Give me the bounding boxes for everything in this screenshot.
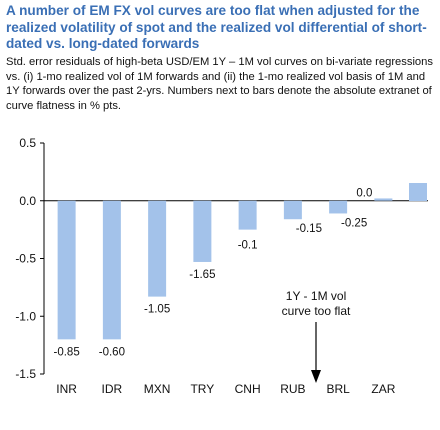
y-tick-label: -0.5 bbox=[15, 252, 36, 266]
data-labels: -0.85 -0.60 -1.05 -1.65 -0.1 -0.15 -0.25 0.0 bbox=[54, 187, 373, 358]
bar-rub bbox=[283, 200, 302, 220]
x-axis-labels: INR IDR MXN TRY CNH RUB BRL ZAR bbox=[56, 382, 395, 396]
bar-brl bbox=[329, 200, 348, 214]
chart-title: A number of EM FX vol curves are too fla… bbox=[6, 3, 427, 51]
x-tick-label: TRY bbox=[190, 382, 214, 396]
x-tick-label: BRL bbox=[326, 382, 350, 396]
bar-idr bbox=[102, 200, 121, 340]
bar-cnh bbox=[238, 200, 257, 230]
y-axis: 0.5 0.0 -0.5 -1.0 -1.5 bbox=[15, 136, 428, 381]
y-tick-label: 0.0 bbox=[19, 194, 36, 208]
chart-subtitle: Std. error residuals of high-beta USD/EM… bbox=[6, 56, 433, 112]
annotation-arrow-head bbox=[311, 370, 321, 383]
data-label: -0.25 bbox=[341, 217, 367, 229]
x-tick-label: IDR bbox=[102, 382, 123, 396]
x-tick-label: INR bbox=[56, 382, 77, 396]
flat-curve-annotation: 1Y - 1M vol curve too flat bbox=[282, 289, 351, 383]
bar-zar bbox=[374, 198, 393, 201]
x-tick-label: RUB bbox=[280, 382, 305, 396]
bars bbox=[57, 198, 393, 340]
x-tick-label: ZAR bbox=[371, 382, 395, 396]
data-label: -1.05 bbox=[144, 304, 170, 316]
annotation-line-2: curve too flat bbox=[282, 304, 351, 318]
annotation-line-1: 1Y - 1M vol bbox=[286, 289, 346, 303]
y-tick-label: -1.5 bbox=[15, 367, 36, 381]
x-tick-label: MXN bbox=[144, 382, 171, 396]
data-label: -0.85 bbox=[54, 346, 80, 358]
legend-swatch bbox=[409, 183, 427, 201]
x-tick-label: CNH bbox=[235, 382, 261, 396]
y-tick-label: -1.0 bbox=[15, 309, 36, 323]
data-label: -0.15 bbox=[296, 223, 322, 235]
bar-try bbox=[193, 200, 212, 262]
data-label: 0.0 bbox=[356, 187, 372, 199]
bar-inr bbox=[57, 200, 76, 340]
data-label: -1.65 bbox=[189, 269, 215, 281]
y-tick-label: 0.5 bbox=[19, 136, 36, 150]
bar-mxn bbox=[148, 200, 167, 297]
data-label: -0.60 bbox=[99, 346, 125, 358]
data-label: -0.1 bbox=[238, 240, 258, 252]
